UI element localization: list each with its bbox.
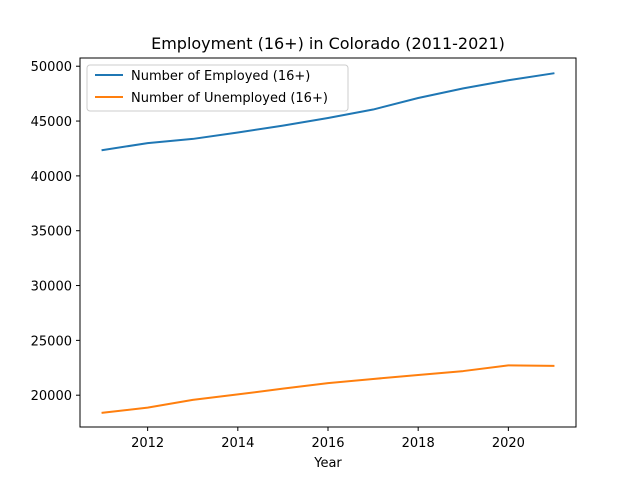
x-tick-label: 2016 <box>311 436 344 451</box>
y-tick-label: 50000 <box>31 60 72 75</box>
y-tick-label: 45000 <box>31 115 72 130</box>
x-tick-label: 2012 <box>131 436 164 451</box>
y-tick-label: 25000 <box>31 334 72 349</box>
x-tick-label: 2018 <box>402 436 435 451</box>
y-tick-label: 30000 <box>31 280 72 295</box>
legend-label-employed: Number of Employed (16+) <box>131 69 310 84</box>
plot-frame <box>79 57 577 428</box>
x-axis-ticks: 2012 2014 2016 2018 2020 <box>131 427 525 451</box>
series-line-unemployed <box>101 364 555 414</box>
y-tick-label: 20000 <box>31 389 72 404</box>
x-tick-label: 2014 <box>221 436 254 451</box>
legend: Number of Employed (16+) Number of Unemp… <box>86 64 349 112</box>
y-axis-ticks: 20000 25000 30000 35000 40000 45000 50000 <box>31 60 80 404</box>
y-tick-label: 35000 <box>31 225 72 240</box>
series-line-employed <box>101 72 555 152</box>
legend-label-unemployed: Number of Unemployed (16+) <box>131 91 328 106</box>
x-axis-label: Year <box>313 456 342 471</box>
chart-title: Employment (16+) in Colorado (2011-2021) <box>151 34 505 53</box>
x-tick-label: 2020 <box>492 436 525 451</box>
y-tick-label: 40000 <box>31 170 72 185</box>
legend-box <box>86 64 349 112</box>
series-lines <box>101 72 555 414</box>
